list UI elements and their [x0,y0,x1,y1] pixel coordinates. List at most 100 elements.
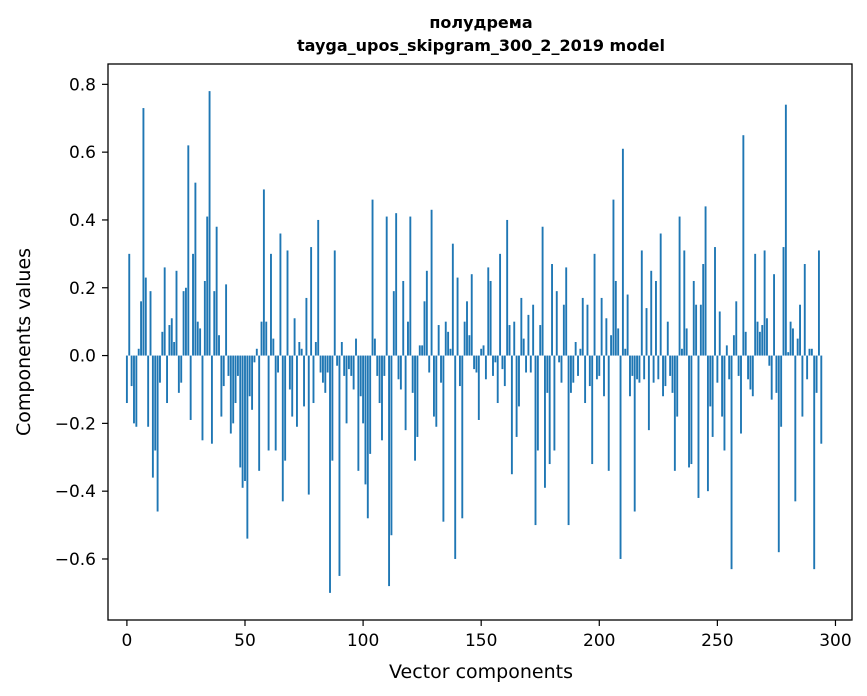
bar-55 [255,348,258,356]
bar-228 [664,355,667,387]
bar-250 [716,355,719,383]
bar-65 [279,233,282,356]
bar-158 [499,253,502,356]
bar-222 [650,270,653,356]
bar-66 [281,355,284,502]
bars-group [125,91,823,593]
bar-121 [411,355,414,393]
bar-181 [553,355,556,451]
bar-61 [270,253,272,356]
bar-33 [203,280,206,356]
bar-87 [331,355,334,461]
bar-283 [794,355,797,502]
bar-4 [135,355,138,427]
bar-126 [423,301,426,356]
bar-13 [156,355,159,512]
bar-0 [125,355,128,404]
bar-88 [333,250,336,356]
bar-274 [773,274,775,356]
bar-5 [137,348,140,356]
bar-86 [329,355,331,593]
bar-280 [787,352,790,356]
bar-112 [390,355,393,536]
bar-92 [343,355,346,376]
bar-251 [718,311,721,356]
bar-276 [777,355,780,553]
bar-164 [513,321,516,356]
bar-217 [638,355,641,383]
bar-183 [558,355,561,363]
y-tick-label: −0.6 [55,550,96,570]
bar-220 [645,308,648,356]
bar-143 [463,321,466,356]
bar-167 [520,297,523,356]
bar-192 [579,348,582,356]
bar-49 [241,355,244,488]
x-tick-label: 250 [701,631,733,651]
bar-108 [381,355,383,441]
bar-166 [518,355,520,407]
bar-43 [227,355,230,376]
bar-56 [258,355,261,471]
bar-57 [260,321,263,356]
bar-58 [262,189,265,356]
bar-53 [251,355,254,410]
bar-114 [395,213,398,356]
bar-285 [799,304,801,356]
bar-243 [699,304,702,356]
bar-31 [199,328,202,356]
bar-198 [593,253,596,356]
bar-155 [492,355,494,376]
bar-106 [376,355,379,376]
bar-291 [813,355,816,570]
y-tick-label: 0.4 [69,211,96,231]
bar-6 [140,301,143,356]
bar-137 [449,348,452,356]
bar-190 [574,342,577,356]
bar-82 [319,355,322,373]
bar-212 [626,294,629,356]
bar-104 [371,199,374,356]
bar-157 [496,355,499,404]
bar-146 [470,274,473,356]
bar-80 [314,342,317,356]
chart-title: полудрема [429,13,532,32]
x-tick-label: 50 [234,631,256,651]
bar-118 [404,355,407,431]
chart-subtitle: tayga_upos_skipgram_300_2_2019 model [297,36,665,55]
bar-204 [607,355,610,471]
bar-257 [732,335,735,356]
bar-245 [704,206,707,356]
bar-182 [555,291,558,356]
y-tick-label: 0.0 [69,347,96,367]
bar-273 [770,355,773,400]
bar-226 [659,233,662,356]
bar-271 [766,318,768,356]
bar-163 [510,355,513,475]
bar-10 [149,291,152,356]
bar-36 [210,355,213,444]
bar-171 [529,355,532,373]
bar-284 [796,338,799,356]
bar-249 [714,247,716,356]
y-tick-label: 0.6 [69,143,96,163]
bar-201 [600,297,603,356]
bar-139 [454,355,457,559]
bar-24 [182,291,185,356]
bar-59 [265,321,268,356]
bar-203 [605,318,608,356]
bar-290 [810,348,813,356]
bar-205 [610,335,613,356]
bar-252 [721,355,724,417]
bar-84 [324,355,327,393]
bar-35 [208,91,211,356]
bar-223 [652,355,655,383]
bar-98 [357,355,360,471]
bar-189 [572,355,575,383]
bar-178 [546,355,549,393]
bar-186 [565,267,568,356]
bar-230 [669,355,672,376]
bar-247 [709,355,712,407]
bar-199 [595,355,598,380]
bar-138 [451,243,454,356]
